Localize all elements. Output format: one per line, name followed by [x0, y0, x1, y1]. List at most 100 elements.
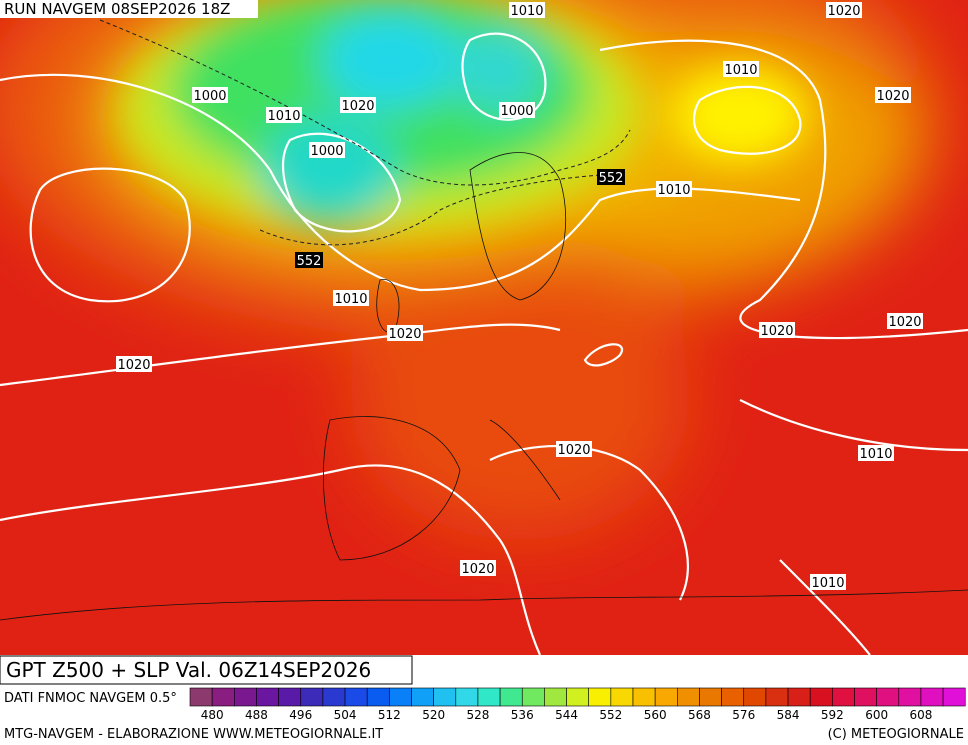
colorbar-label: 544	[555, 708, 578, 722]
colorbar-swatch	[344, 687, 368, 707]
isobar-label-bg	[887, 313, 923, 329]
isobar-label: 1010	[334, 292, 367, 307]
colorbar-swatch	[920, 687, 944, 707]
run-label: RUN NAVGEM 08SEP2026 18Z	[4, 0, 230, 18]
colorbar-label: 480	[201, 708, 224, 722]
isobar-label: 1010	[510, 4, 543, 19]
isobar-label: 1010	[657, 183, 690, 198]
colorbar-swatch	[366, 687, 390, 707]
colorbar-label: 584	[777, 708, 800, 722]
colorbar-label: 560	[644, 708, 667, 722]
isobar-label: 1020	[461, 562, 494, 577]
colorbar: 480 488 496 504 512 520 528 536 544 552 560 568 576 5…	[189, 687, 966, 722]
isobar-label-bg	[723, 61, 759, 77]
colorbar-swatch	[521, 687, 545, 707]
isobar-label: 1020	[760, 324, 793, 339]
credit-left: MTG-NAVGEM - ELABORAZIONE WWW.METEOGIORN…	[4, 727, 383, 742]
colorbar-label: 512	[378, 708, 401, 722]
footer-title: GPT Z500 + SLP Val. 06Z14SEP2026	[6, 658, 371, 682]
colorbar-label: 496	[289, 708, 312, 722]
title-box	[0, 655, 413, 685]
isobar-label: 552	[297, 254, 322, 269]
isobar-label-bg	[656, 181, 692, 197]
isobar-label-bg	[340, 97, 376, 113]
isobar-label-bg	[266, 107, 302, 123]
colorbar-swatch	[588, 687, 612, 707]
isobar-label: 1010	[267, 109, 300, 124]
isobar-label-bg	[295, 252, 323, 268]
colorbar-swatch	[699, 687, 722, 707]
colorbar-swatch	[876, 687, 900, 707]
isobar-label-bg	[858, 445, 894, 461]
source-label: DATI FNMOC NAVGEM 0.5°	[4, 691, 177, 706]
colorbar-swatch	[300, 687, 324, 707]
credit-right: (C) METEOGIORNALE	[828, 727, 964, 742]
isobar-label-bg	[875, 87, 911, 103]
colorbar-label: 528	[466, 708, 489, 722]
isobar-label-bg	[460, 560, 496, 576]
isobar-label-bg	[826, 2, 862, 18]
isobar-label: 1020	[341, 99, 374, 114]
isobar-label: 1020	[888, 315, 921, 330]
colorbar-swatch	[433, 687, 457, 707]
colorbar-swatch	[632, 687, 656, 707]
colorbar-swatch	[743, 687, 767, 707]
isobar-label: 1020	[388, 327, 421, 342]
isobar-label: 1000	[193, 89, 226, 104]
isobar-label-bg	[810, 574, 846, 590]
colorbar-swatch	[676, 687, 700, 707]
colorbar-swatch	[411, 687, 434, 707]
colorbar-swatch	[854, 687, 877, 707]
map-field	[0, 0, 968, 655]
colorbar-label: 576	[732, 708, 755, 722]
isobar-label-bg	[509, 2, 545, 18]
isobar-label: 1020	[827, 4, 860, 19]
isobar-label-bg	[333, 290, 369, 306]
isobar-label: 552	[599, 171, 624, 186]
isobar-label-bg	[387, 325, 423, 341]
isobar-label-bg	[192, 87, 228, 103]
isobar-label: 1010	[859, 447, 892, 462]
isobar-label: 1000	[500, 104, 533, 119]
colorbar-swatch	[234, 687, 257, 707]
isobar-label-bg	[116, 356, 152, 372]
colorbar-swatch	[455, 687, 479, 707]
isobar-label: 1000	[310, 144, 343, 159]
isobar-label-bg	[499, 102, 535, 118]
colorbar-swatch	[278, 687, 302, 707]
colorbar-swatch	[211, 687, 235, 707]
colorbar-swatch	[832, 687, 855, 707]
isobar-label-bg	[597, 169, 625, 185]
colorbar-label: 592	[821, 708, 844, 722]
isobar-label: 1020	[117, 358, 150, 373]
header-box	[0, 0, 258, 18]
colorbar-label: 608	[909, 708, 932, 722]
colorbar-label: 552	[599, 708, 622, 722]
colorbar-label: 488	[245, 708, 268, 722]
colorbar-swatch	[942, 687, 966, 707]
colorbar-swatch	[654, 687, 678, 707]
colorbar-swatch	[499, 687, 523, 707]
isobar-label-bg	[309, 142, 345, 158]
colorbar-swatch	[544, 687, 567, 707]
isobar-label-bg	[759, 322, 795, 338]
colorbar-label: 536	[511, 708, 534, 722]
colorbar-swatch	[809, 687, 833, 707]
isobar-labels: 1010 1020 1000 1010 1020 1020 1010 1000 1000 552 1…	[116, 2, 923, 591]
colorbar-label: 520	[422, 708, 445, 722]
colorbar-swatch	[610, 687, 634, 707]
isobar-label: 1020	[557, 443, 590, 458]
colorbar-swatch	[389, 687, 412, 707]
colorbar-swatch	[765, 687, 789, 707]
colorbar-label: 600	[865, 708, 888, 722]
isobar-label-bg	[556, 441, 592, 457]
isobar-label: 1020	[876, 89, 909, 104]
colorbar-swatch	[721, 687, 745, 707]
colorbar-swatch	[566, 687, 589, 707]
colorbar-swatch	[189, 687, 213, 707]
colorbar-swatch	[787, 687, 811, 707]
colorbar-swatch	[477, 687, 501, 707]
colorbar-swatch	[256, 687, 279, 707]
isobar-label: 1010	[811, 576, 844, 591]
